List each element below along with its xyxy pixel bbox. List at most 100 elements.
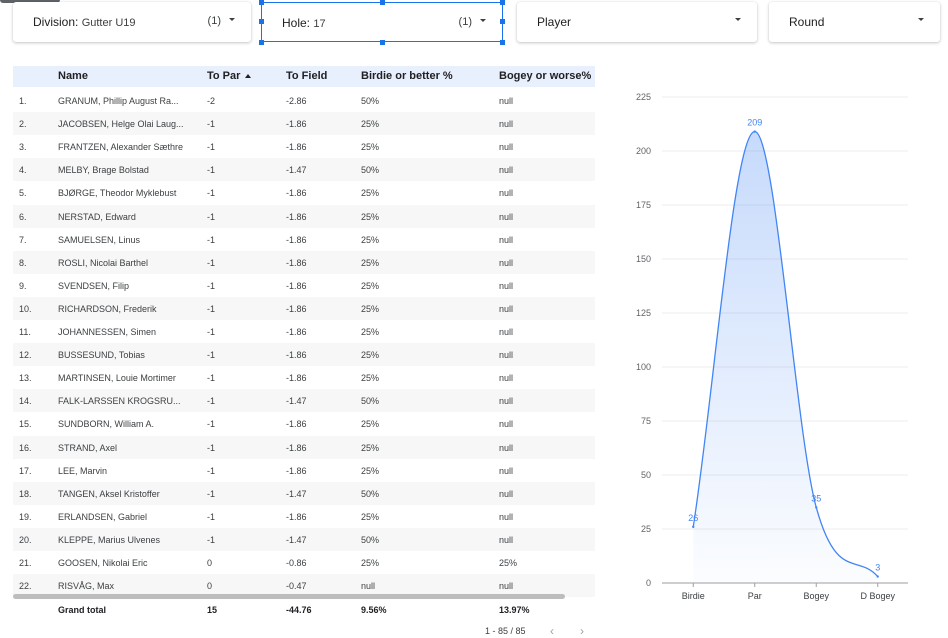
division-filter-count: (1) (207, 15, 221, 27)
horizontal-scrollbar[interactable] (13, 594, 565, 599)
to-field-value: -1.47 (286, 488, 307, 499)
to-field-value: -1.86 (286, 511, 307, 522)
row-index: 17. (19, 465, 32, 476)
table-row[interactable]: 6. NERSTAD, Edward -1 -1.86 25% null (13, 204, 595, 228)
birdie-pct: 25% (361, 142, 380, 153)
top-indicator (0, 0, 60, 3)
table-header: Name To Par To Field Birdie or better % … (13, 66, 595, 87)
to-field-value: -1.86 (286, 119, 307, 130)
row-index: 15. (19, 419, 32, 430)
header-to-par[interactable]: To Par (207, 70, 252, 82)
table-row[interactable]: 5. BJØRGE, Theodor Myklebust -1 -1.86 25% nul… (13, 181, 595, 204)
bogey-pct: null (499, 327, 514, 337)
to-par-value: -1 (207, 280, 216, 291)
data-point (876, 575, 879, 578)
row-index: 2. (19, 119, 27, 130)
resize-handle[interactable] (380, 0, 385, 5)
table-row[interactable]: 12. BUSSESUND, Tobias -1 -1.86 25% null (13, 343, 595, 367)
row-index: 13. (19, 373, 32, 384)
player-name: RISVÅG, Max (58, 581, 115, 592)
birdie-pct: 50% (361, 488, 380, 499)
hole-filter[interactable]: Hole: 17 (1) (261, 2, 503, 42)
to-field-value: -1.86 (286, 419, 307, 430)
birdie-pct: 25% (361, 511, 380, 522)
player-name: TANGEN, Aksel Kristoffer (58, 488, 160, 499)
table-row[interactable]: 22. RISVÅG, Max 0 -0.47 null null (13, 574, 595, 598)
table-row[interactable]: 2. JACOBSEN, Helge Olai Laug... -1 -1.86 25%… (13, 112, 595, 136)
resize-handle[interactable] (380, 40, 385, 45)
player-filter[interactable]: Player (517, 2, 757, 42)
player-name: KLEPPE, Marius Ulvenes (58, 534, 161, 545)
chevron-right-icon[interactable]: › (580, 624, 584, 638)
to-field-value: -1.86 (286, 465, 307, 476)
table-row[interactable]: 11. JOHANNESSEN, Simen -1 -1.86 25% null (13, 320, 595, 343)
player-name: ROSLI, Nicolai Barthel (58, 257, 149, 268)
bogey-pct: null (499, 165, 514, 176)
table-row[interactable]: 10. RICHARDSON, Frederik -1 -1.86 25% null (13, 296, 595, 320)
y-tick-label: 125 (636, 308, 651, 318)
round-filter[interactable]: Round (769, 2, 940, 42)
table-row[interactable]: 17. LEE, Marvin -1 -1.86 25% null (13, 459, 595, 482)
resize-handle[interactable] (259, 40, 264, 45)
resize-handle[interactable] (259, 19, 264, 24)
bogey-pct: null (499, 534, 514, 545)
bogey-pct: null (499, 488, 514, 499)
bogey-pct: null (499, 373, 514, 384)
row-index: 7. (19, 234, 27, 245)
to-par-value: -1 (207, 511, 216, 522)
bogey-pct: null (499, 396, 514, 407)
data-label: 209 (747, 118, 762, 128)
player-name: JOHANNESSEN, Simen (58, 327, 157, 337)
table-row[interactable]: 15. SUNDBORN, William A. -1 -1.86 25% null (13, 412, 595, 435)
sort-ascending-icon (245, 74, 252, 79)
chevron-left-icon[interactable]: ‹ (550, 624, 554, 638)
y-tick-label: 175 (636, 200, 651, 210)
row-index: 20. (19, 534, 32, 545)
x-tick-label: Par (748, 591, 762, 601)
caret-down-icon (735, 18, 741, 21)
player-filter-label: Player (537, 15, 572, 29)
resize-handle[interactable] (500, 0, 505, 5)
birdie-pct: 50% (361, 165, 380, 176)
table-row[interactable]: 18. TANGEN, Aksel Kristoffer -1 -1.47 50% nul… (13, 481, 595, 505)
to-field-value: -0.47 (286, 581, 307, 592)
row-index: 4. (19, 165, 27, 176)
table-row[interactable]: 21. GOOSEN, Nikolai Eric 0 -0.86 25% 25% (13, 551, 595, 574)
caret-down-icon (918, 18, 924, 21)
table-row[interactable]: 14. FALK-LARSSEN KROGSRU... -1 -1.47 50% null (13, 389, 595, 413)
header-birdie[interactable]: Birdie or better % (361, 70, 453, 82)
resize-handle[interactable] (500, 40, 505, 45)
player-name: BUSSESUND, Tobias (58, 350, 145, 361)
resize-handle[interactable] (500, 19, 505, 24)
resize-handle[interactable] (259, 0, 264, 5)
header-bogey[interactable]: Bogey or worse% (499, 70, 592, 82)
player-name: STRAND, Axel (58, 442, 118, 453)
division-filter[interactable]: Division: Gutter U19 (1) (13, 2, 251, 42)
y-tick-label: 0 (646, 578, 651, 588)
table-row[interactable]: 13. MARTINSEN, Louie Mortimer -1 -1.86 25% nu… (13, 366, 595, 389)
table-row[interactable]: 9. SVENDSEN, Filip -1 -1.86 25% null (13, 274, 595, 297)
y-tick-label: 75 (641, 416, 651, 426)
row-index: 6. (19, 211, 27, 222)
table-row[interactable]: 3. FRANTZEN, Alexander Sæthre -1 -1.86 25% nu… (13, 135, 595, 158)
table-row[interactable]: 7. SAMUELSEN, Linus -1 -1.86 25% null (13, 228, 595, 251)
row-index: 1. (19, 96, 27, 106)
table-row[interactable]: 1. GRANUM, Phillip August Ra... -2 -2.86 50%… (13, 89, 595, 112)
table-row[interactable]: 8. ROSLI, Nicolai Barthel -1 -1.86 25% null (13, 250, 595, 274)
row-index: 3. (19, 142, 27, 153)
grand-total-birdie: 9.56% (361, 605, 387, 615)
header-name[interactable]: Name (58, 70, 88, 82)
row-index: 5. (19, 188, 27, 199)
to-field-value: -2.86 (286, 96, 307, 106)
row-index: 19. (19, 511, 32, 522)
to-field-value: -1.86 (286, 303, 307, 314)
grand-total-to-field: -44.76 (286, 605, 312, 615)
to-par-value: -1 (207, 488, 216, 499)
row-index: 14. (19, 396, 32, 407)
table-row[interactable]: 16. STRAND, Axel -1 -1.86 25% null (13, 435, 595, 459)
header-to-field[interactable]: To Field (286, 70, 328, 82)
table-row[interactable]: 19. ERLANDSEN, Gabriel -1 -1.86 25% null (13, 505, 595, 528)
table-row[interactable]: 4. MELBY, Brage Bolstad -1 -1.47 50% null (13, 158, 595, 182)
birdie-pct: 50% (361, 396, 380, 407)
table-row[interactable]: 20. KLEPPE, Marius Ulvenes -1 -1.47 50% null (13, 527, 595, 551)
